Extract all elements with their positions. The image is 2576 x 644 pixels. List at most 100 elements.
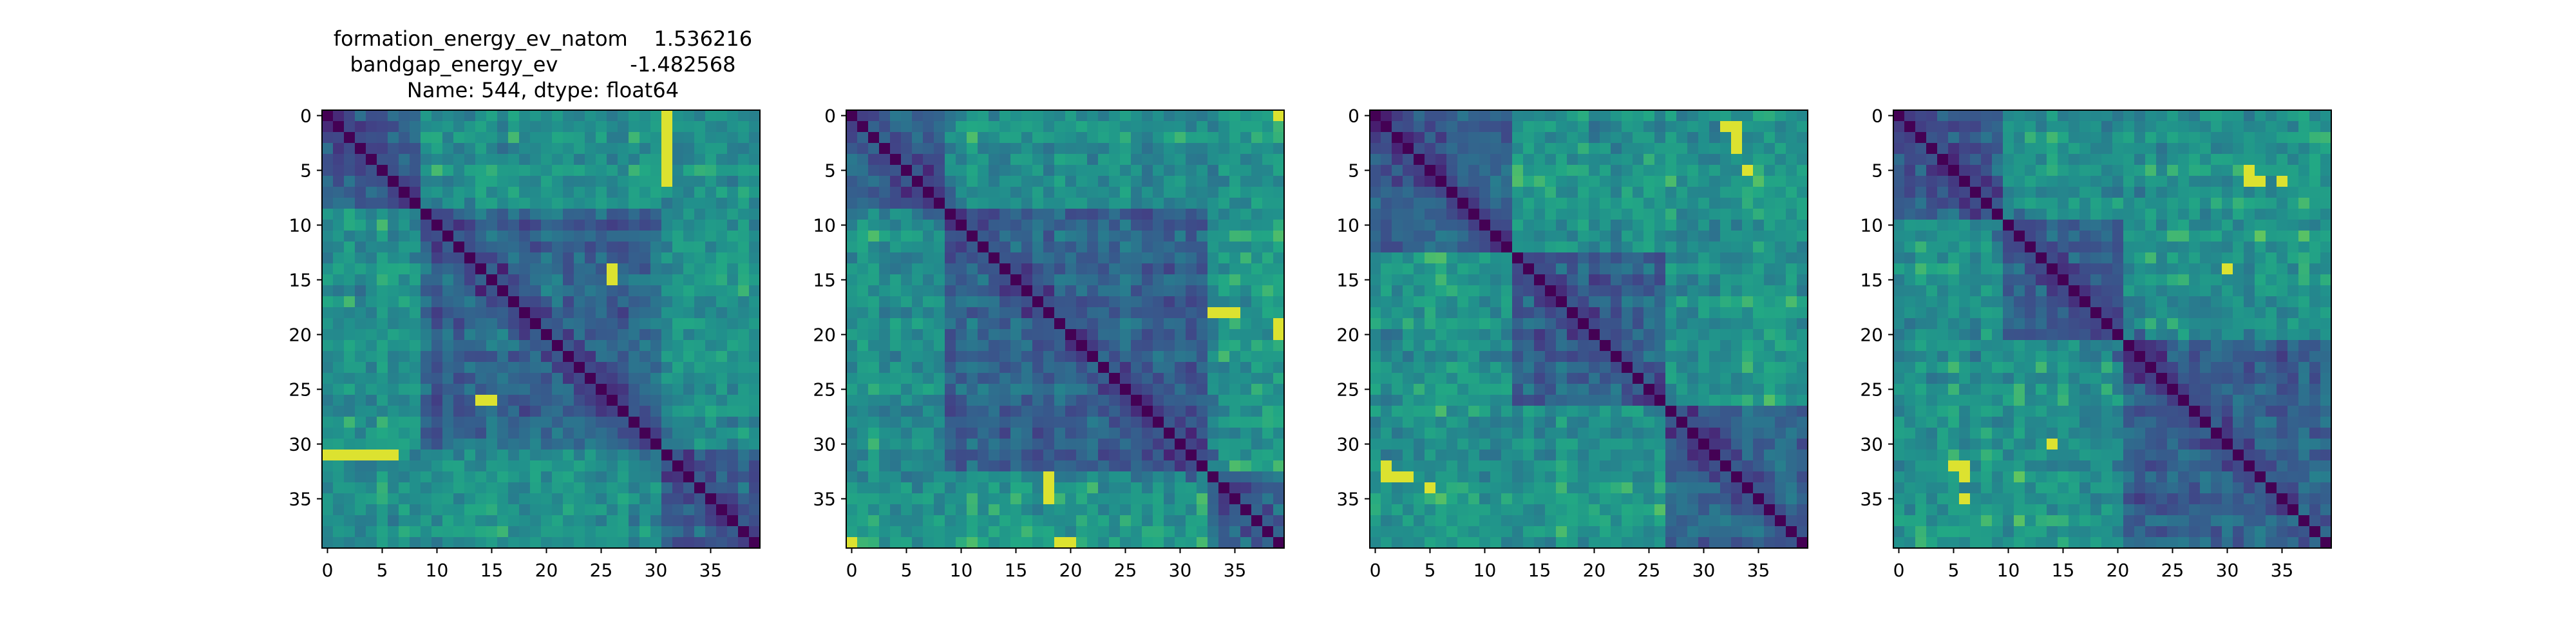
heatmap-cell — [1381, 285, 1392, 297]
heatmap-cell — [1687, 406, 1699, 417]
heatmap-cell — [1032, 450, 1044, 461]
heatmap-cell — [1208, 471, 1219, 483]
heatmap-cell — [1435, 460, 1447, 472]
heatmap-cell — [344, 187, 355, 198]
heatmap-cell — [1229, 209, 1241, 220]
heatmap-cell — [978, 373, 989, 384]
heatmap-cell — [607, 362, 618, 374]
heatmap-cell — [1142, 165, 1153, 176]
heatmap-cell — [574, 515, 585, 527]
heatmap-cell — [879, 493, 891, 505]
heatmap-cell — [738, 482, 750, 494]
heatmap-cell — [1229, 460, 1241, 472]
heatmap-cell — [901, 263, 913, 275]
heatmap-cell — [1414, 351, 1425, 363]
heatmap-cell — [1197, 274, 1208, 286]
heatmap-cell — [1534, 198, 1546, 209]
heatmap-cell — [1490, 121, 1502, 133]
heatmap-cell — [956, 296, 967, 308]
heatmap-cell — [431, 482, 443, 494]
heatmap-cell — [453, 143, 465, 155]
heatmap-cell — [1611, 252, 1622, 264]
heatmap-cell — [464, 285, 476, 297]
heatmap-cell — [442, 460, 454, 472]
heatmap-cell — [1654, 493, 1666, 505]
heatmap-cell — [989, 428, 1000, 439]
heatmap-cell — [1446, 395, 1458, 406]
heatmap-cell — [650, 110, 662, 122]
heatmap-cell — [1709, 482, 1721, 494]
heatmap-cell — [738, 132, 750, 144]
heatmap-cell — [541, 351, 553, 363]
heatmap-cell — [1720, 471, 1732, 483]
heatmap-cell — [486, 329, 498, 341]
heatmap-cell — [1709, 340, 1721, 352]
heatmap-cell — [1654, 329, 1666, 341]
heatmap-cell — [1109, 526, 1121, 538]
heatmap-cell — [1665, 504, 1677, 516]
heatmap-cell — [1010, 154, 1022, 166]
heatmap-cell — [1545, 154, 1557, 166]
heatmap-cell — [846, 110, 858, 122]
heatmap-cell — [1633, 143, 1644, 155]
heatmap-cell — [366, 362, 377, 374]
heatmap-cell — [1054, 252, 1066, 264]
heatmap-cell — [912, 285, 923, 297]
heatmap-cell — [508, 263, 520, 275]
heatmap-cell — [552, 220, 564, 231]
heatmap-cell — [388, 373, 399, 384]
heatmap-cell — [344, 285, 355, 297]
heatmap-cell — [1381, 450, 1392, 461]
heatmap-cell — [1578, 285, 1589, 297]
heatmap-cell — [388, 242, 399, 253]
heatmap-cell — [399, 242, 410, 253]
heatmap-cell — [421, 285, 432, 297]
heatmap-cell — [1490, 406, 1502, 417]
heatmap-cell — [738, 176, 750, 187]
heatmap-cell — [1904, 110, 1916, 122]
heatmap-cell — [344, 417, 355, 428]
heatmap-cell — [399, 318, 410, 330]
heatmap-cell — [1273, 482, 1285, 494]
heatmap-cell — [846, 351, 858, 363]
heatmap-cell — [967, 110, 978, 122]
heatmap-cell — [530, 395, 542, 406]
heatmap-cell — [1392, 252, 1403, 264]
heatmap-cell — [1687, 187, 1699, 198]
heatmap-cell — [1512, 263, 1524, 275]
heatmap-cell — [1208, 373, 1219, 384]
heatmap-cell — [442, 318, 454, 330]
heatmap-cell — [890, 428, 902, 439]
heatmap-cell — [399, 209, 410, 220]
heatmap-cell — [1229, 351, 1241, 363]
heatmap-cell — [672, 526, 684, 538]
heatmap-cell — [1665, 493, 1677, 505]
heatmap-cell — [333, 198, 345, 209]
heatmap-cell — [1753, 187, 1765, 198]
heatmap-cell — [1087, 209, 1099, 220]
heatmap-cell — [1622, 242, 1633, 253]
heatmap-cell — [1240, 373, 1252, 384]
heatmap-cell — [596, 263, 607, 275]
heatmap-cell — [639, 307, 651, 319]
heatmap-cell — [442, 132, 454, 144]
heatmap-cell — [1229, 154, 1241, 166]
heatmap-cell — [1567, 231, 1578, 242]
heatmap-cell — [410, 351, 421, 363]
heatmap-cell — [1218, 121, 1230, 133]
heatmap-cell — [1109, 537, 1121, 549]
heatmap-cell — [333, 187, 345, 198]
heatmap-cell — [1589, 537, 1600, 549]
heatmap-cell — [1186, 209, 1197, 220]
heatmap-cell — [1742, 318, 1754, 330]
heatmap-cell — [1512, 428, 1524, 439]
heatmap-cell — [1381, 362, 1392, 374]
heatmap-cell — [1479, 231, 1491, 242]
heatmap-cell — [563, 406, 574, 417]
heatmap-cell — [421, 329, 432, 341]
heatmap-cell — [639, 296, 651, 308]
heatmap-cell — [999, 143, 1011, 155]
heatmap-cell — [618, 318, 629, 330]
heatmap-cell — [410, 340, 421, 352]
heatmap-cell — [923, 165, 934, 176]
